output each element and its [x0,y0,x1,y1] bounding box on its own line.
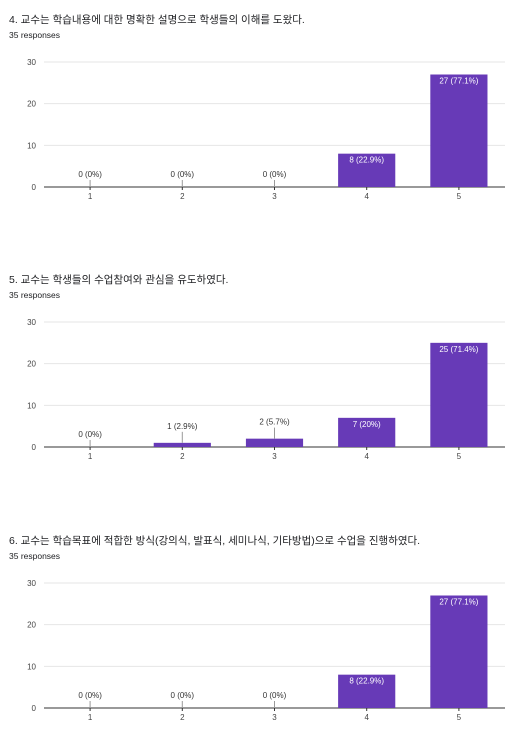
x-tick-label: 4 [364,452,369,461]
y-tick-label: 30 [27,58,36,67]
y-tick-label: 10 [27,141,36,150]
data-label: 2 (5.7%) [259,418,290,427]
data-label: 27 (77.1%) [439,77,478,86]
response-count: 35 responses [9,551,61,561]
data-label: 7 (20%) [353,420,381,429]
y-tick-label: 30 [27,579,36,588]
x-tick-label: 5 [457,452,462,461]
y-tick-label: 20 [27,360,36,369]
bar-chart: 0 10 20 30 0 (0%) 1 1 (2.9%) 2 2 (5.7%) 3 7 (20%) 4… [27,318,505,461]
question-title: 5. 교수는 학생들의 수업참여와 관심을 유도하였다. [9,274,229,286]
data-label: 0 (0%) [171,691,195,700]
y-tick-label: 10 [27,662,36,671]
data-label: 25 (71.4%) [439,345,478,354]
y-tick-label: 0 [32,704,37,713]
data-label: 0 (0%) [78,170,102,179]
bar-chart: 0 10 20 30 0 (0%) 1 0 (0%) 2 0 (0%) 3 8 (22.9%) 4 27… [27,579,505,722]
x-tick-label: 4 [364,713,369,722]
x-tick-label: 3 [272,713,277,722]
bar[interactable] [430,342,488,447]
data-label: 8 (22.9%) [349,677,384,686]
data-label: 8 (22.9%) [349,156,384,165]
data-label: 0 (0%) [263,691,287,700]
data-label: 0 (0%) [171,170,195,179]
bar[interactable] [338,674,396,708]
y-tick-label: 20 [27,621,36,630]
data-label: 1 (2.9%) [167,422,198,431]
x-tick-label: 4 [364,192,369,201]
y-tick-label: 0 [32,443,37,452]
bar[interactable] [338,417,396,447]
question-title: 4. 교수는 학습내용에 대한 명확한 설명으로 학생들의 이해를 도왔다. [9,14,305,26]
data-label: 0 (0%) [263,170,287,179]
question-title: 6. 교수는 학습목표에 적합한 방식(강의식, 발표식, 세미나식, 기타방법… [9,535,421,547]
x-tick-label: 3 [272,192,277,201]
bar[interactable] [430,595,488,709]
y-tick-label: 20 [27,100,36,109]
x-tick-label: 5 [457,192,462,201]
y-tick-label: 0 [32,183,37,192]
x-tick-label: 5 [457,713,462,722]
x-tick-label: 2 [180,713,185,722]
response-count: 35 responses [9,290,61,300]
data-label: 27 (77.1%) [439,598,478,607]
x-tick-label: 1 [88,192,93,201]
bar-chart: 0 10 20 30 0 (0%) 1 0 (0%) 2 0 (0%) 3 8 (22.9%) 4 27… [27,58,505,201]
x-tick-label: 2 [180,192,185,201]
bar[interactable] [338,153,396,187]
x-tick-label: 3 [272,452,277,461]
x-tick-label: 1 [88,713,93,722]
data-label: 0 (0%) [78,430,102,439]
bar[interactable] [430,74,488,188]
bar[interactable] [153,442,211,447]
y-tick-label: 10 [27,401,36,410]
data-label: 0 (0%) [78,691,102,700]
bar[interactable] [245,438,304,447]
response-count: 35 responses [9,30,61,40]
x-tick-label: 1 [88,452,93,461]
y-tick-label: 30 [27,318,36,327]
x-tick-label: 2 [180,452,185,461]
